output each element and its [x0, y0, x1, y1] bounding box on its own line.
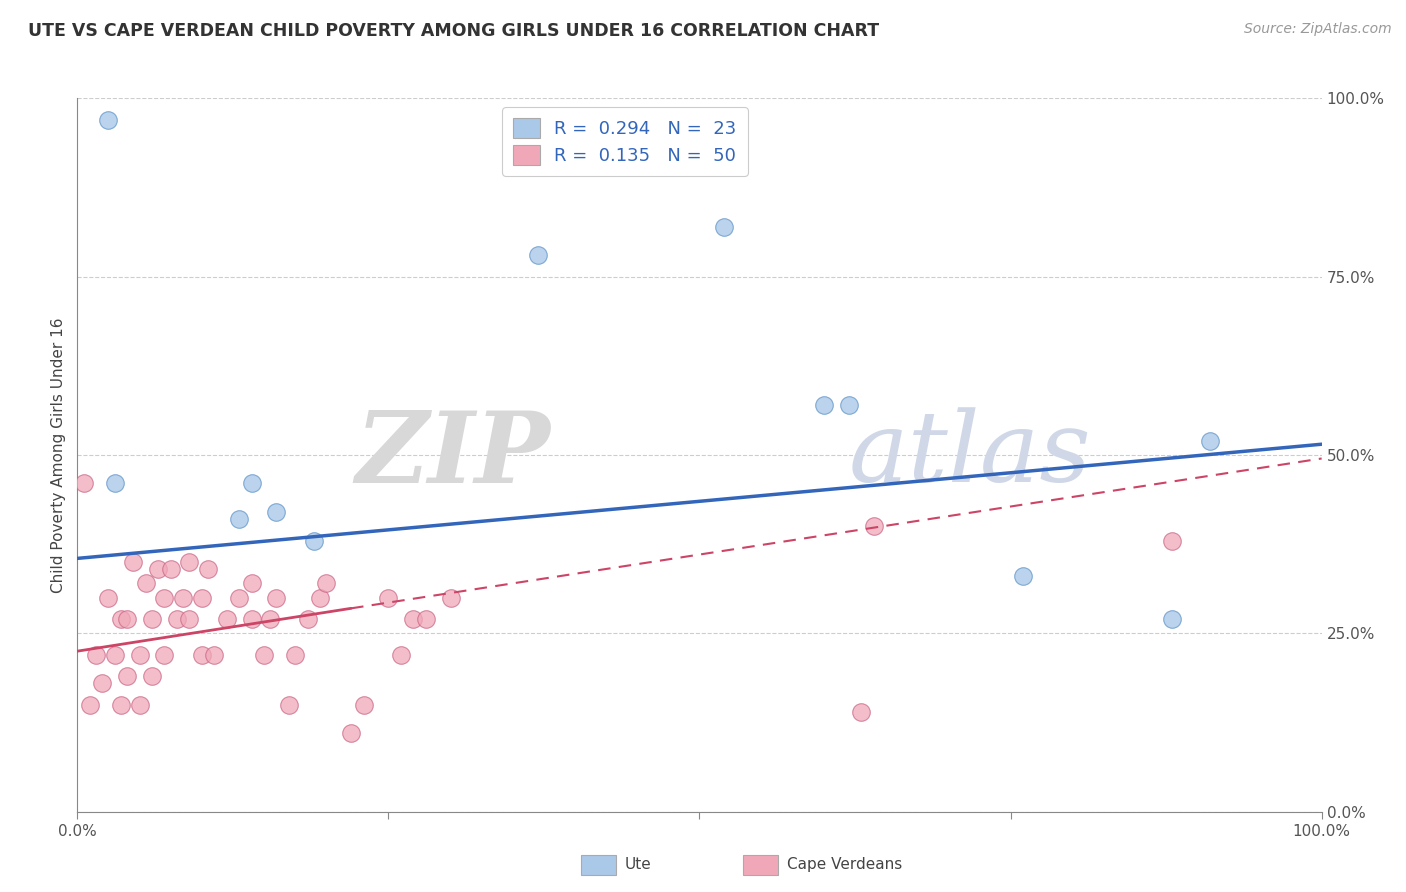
Point	[240, 576, 263, 591]
Point	[172, 591, 194, 605]
Point	[266, 591, 288, 605]
Point	[202, 648, 225, 662]
Point	[110, 698, 132, 712]
Point	[266, 505, 288, 519]
Point	[104, 648, 127, 662]
Point	[851, 705, 873, 719]
Text: ZIP: ZIP	[356, 407, 550, 503]
Point	[97, 591, 120, 605]
Point	[191, 648, 214, 662]
FancyBboxPatch shape	[742, 855, 778, 874]
Point	[153, 591, 176, 605]
Point	[159, 562, 181, 576]
Point	[191, 591, 214, 605]
Point	[309, 591, 332, 605]
Text: atlas: atlas	[849, 408, 1091, 502]
Point	[122, 555, 145, 569]
Point	[713, 219, 735, 234]
Point	[128, 648, 150, 662]
Point	[1198, 434, 1220, 448]
Point	[110, 612, 132, 626]
Text: Source: ZipAtlas.com: Source: ZipAtlas.com	[1244, 22, 1392, 37]
Point	[1161, 612, 1184, 626]
Point	[115, 669, 138, 683]
Point	[135, 576, 157, 591]
Point	[526, 248, 548, 262]
Point	[862, 519, 884, 533]
Point	[228, 512, 250, 526]
Point	[838, 398, 860, 412]
Point	[240, 476, 263, 491]
Text: Ute: Ute	[624, 857, 651, 872]
Point	[97, 112, 120, 127]
Point	[104, 476, 127, 491]
Text: Cape Verdeans: Cape Verdeans	[786, 857, 901, 872]
Point	[84, 648, 107, 662]
Point	[141, 669, 163, 683]
Point	[440, 591, 463, 605]
Point	[259, 612, 281, 626]
Legend: R =  0.294   N =  23, R =  0.135   N =  50: R = 0.294 N = 23, R = 0.135 N = 50	[502, 107, 748, 176]
Point	[166, 612, 188, 626]
Point	[302, 533, 325, 548]
Point	[253, 648, 276, 662]
Point	[284, 648, 307, 662]
Point	[72, 476, 94, 491]
Point	[197, 562, 219, 576]
Point	[215, 612, 238, 626]
Point	[415, 612, 437, 626]
Point	[389, 648, 412, 662]
Point	[240, 612, 263, 626]
Point	[297, 612, 319, 626]
Point	[115, 612, 138, 626]
Point	[79, 698, 101, 712]
Text: UTE VS CAPE VERDEAN CHILD POVERTY AMONG GIRLS UNDER 16 CORRELATION CHART: UTE VS CAPE VERDEAN CHILD POVERTY AMONG …	[28, 22, 879, 40]
Point	[1161, 533, 1184, 548]
Point	[353, 698, 375, 712]
Point	[179, 555, 201, 569]
Y-axis label: Child Poverty Among Girls Under 16: Child Poverty Among Girls Under 16	[51, 318, 66, 592]
FancyBboxPatch shape	[581, 855, 616, 874]
Point	[128, 698, 150, 712]
Point	[277, 698, 299, 712]
Point	[179, 612, 201, 626]
Point	[141, 612, 163, 626]
Point	[148, 562, 170, 576]
Point	[402, 612, 425, 626]
Point	[228, 591, 250, 605]
Point	[340, 726, 363, 740]
Point	[1012, 569, 1035, 583]
Point	[813, 398, 835, 412]
Point	[91, 676, 114, 690]
Point	[377, 591, 399, 605]
Point	[315, 576, 337, 591]
Point	[153, 648, 176, 662]
